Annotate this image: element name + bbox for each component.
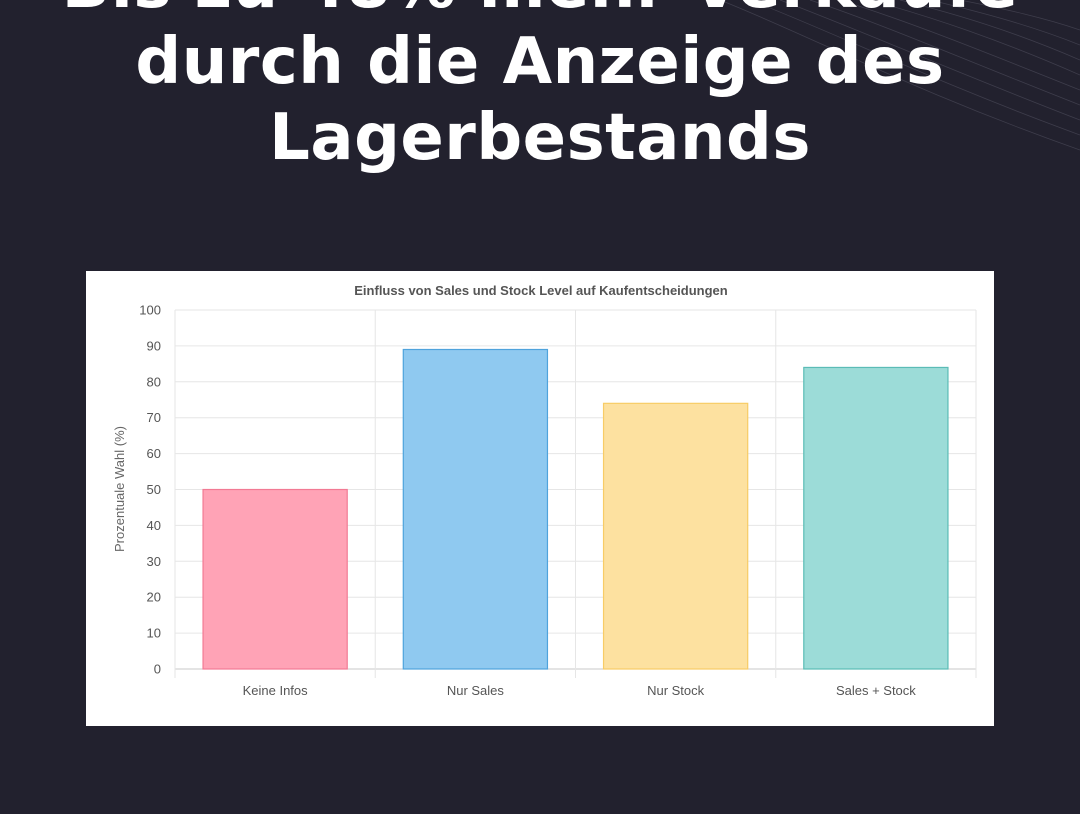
y-tick-label: 90 bbox=[147, 338, 161, 353]
x-tick-label: Nur Stock bbox=[647, 683, 705, 698]
y-tick-label: 80 bbox=[147, 374, 161, 389]
page-headline: Bis zu 48% mehr Verkäufe durch die Anzei… bbox=[0, 0, 1080, 176]
y-axis-title: Prozentuale Wahl (%) bbox=[112, 426, 127, 552]
y-tick-label: 50 bbox=[147, 482, 161, 497]
bar-chart: Einfluss von Sales und Stock Level auf K… bbox=[112, 283, 977, 698]
chart-title: Einfluss von Sales und Stock Level auf K… bbox=[354, 283, 728, 298]
bars bbox=[202, 348, 949, 670]
y-tick-label: 0 bbox=[154, 662, 161, 677]
x-tick-label: Keine Infos bbox=[243, 683, 309, 698]
bar-nur-stock bbox=[602, 402, 749, 670]
headline-line-2: durch die Anzeige des bbox=[135, 25, 945, 99]
bar-sales-stock bbox=[803, 366, 949, 670]
y-tick-label: 30 bbox=[147, 554, 161, 569]
y-tick-label: 100 bbox=[139, 303, 161, 318]
y-tick-label: 40 bbox=[147, 518, 161, 533]
y-tick-label: 10 bbox=[147, 626, 161, 641]
x-tick-label: Sales + Stock bbox=[836, 683, 916, 698]
headline-line-3: Lagerbestands bbox=[269, 101, 811, 175]
chart-card: Einfluss von Sales und Stock Level auf K… bbox=[86, 271, 994, 726]
y-tick-label: 70 bbox=[147, 410, 161, 425]
y-tick-label: 20 bbox=[147, 590, 161, 605]
x-tick-label: Nur Sales bbox=[447, 683, 505, 698]
y-tick-label: 60 bbox=[147, 446, 161, 461]
x-axis-ticks: Keine Infos Nur Sales Nur Stock Sales + Sto… bbox=[243, 683, 917, 698]
y-axis-ticks: 0 10 20 30 40 50 60 70 80 90 100 bbox=[139, 303, 161, 677]
bar-keine-infos bbox=[202, 488, 348, 670]
bar-nur-sales bbox=[402, 348, 549, 670]
headline-line-1: Bis zu 48% mehr Verkäufe bbox=[0, 0, 1080, 24]
